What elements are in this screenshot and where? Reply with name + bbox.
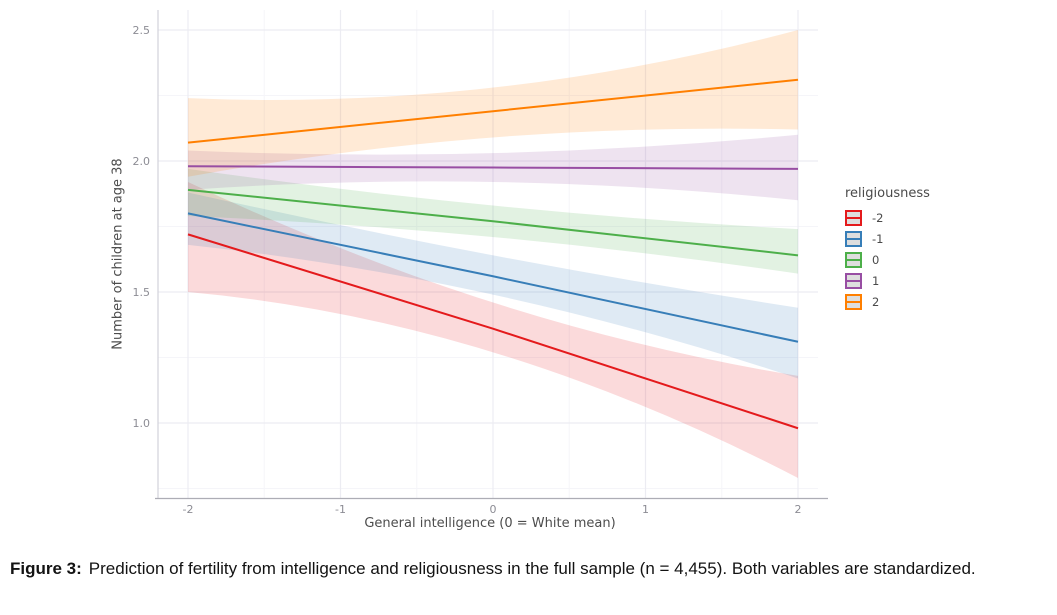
regression-line--2 bbox=[187, 233, 799, 430]
regression-line-0 bbox=[187, 188, 799, 257]
figure-3-chart: -2 -1 0 1 2 1.0 1.5 2.0 2.5 Number of children a… bbox=[110, 10, 930, 531]
y-tick-label: 1.0 bbox=[133, 417, 151, 430]
legend-label: 0 bbox=[872, 253, 880, 267]
legend-title: religiousness bbox=[845, 186, 930, 201]
legend-items: -2 -1 0 1 2 bbox=[845, 208, 930, 312]
x-tick-label: 1 bbox=[642, 503, 649, 516]
x-tick-label: -1 bbox=[335, 503, 346, 516]
legend-label: 2 bbox=[872, 295, 880, 309]
figure-caption: Figure 3: Prediction of fertility from in… bbox=[10, 555, 1048, 582]
legend-key-line bbox=[847, 217, 860, 219]
legend-key-icon bbox=[845, 231, 862, 247]
legend-key-icon bbox=[845, 210, 862, 226]
regression-line-1 bbox=[187, 165, 799, 170]
confidence-ribbon--1 bbox=[188, 192, 798, 379]
regression-line-2 bbox=[187, 78, 799, 144]
x-axis-title: General intelligence (0 = White mean) bbox=[364, 516, 616, 531]
confidence-ribbon-2 bbox=[188, 30, 798, 177]
legend-item-2: 2 bbox=[845, 292, 930, 312]
x-tick-label: 2 bbox=[795, 503, 802, 516]
legend-key-line bbox=[847, 259, 860, 261]
x-tick-label: -2 bbox=[183, 503, 194, 516]
y-tick-label: 2.5 bbox=[133, 24, 151, 37]
x-tick-label: 0 bbox=[490, 503, 497, 516]
regression-line--1 bbox=[187, 212, 799, 343]
legend-label: -2 bbox=[872, 211, 884, 225]
confidence-ribbon--2 bbox=[188, 181, 798, 479]
legend-item-1: 1 bbox=[845, 271, 930, 291]
caption-text: Prediction of fertility from intelligenc… bbox=[88, 559, 976, 578]
y-tick-label: 2.0 bbox=[133, 155, 151, 168]
legend-key-icon bbox=[845, 252, 862, 268]
legend-item-0: 0 bbox=[845, 250, 930, 270]
legend-label: 1 bbox=[872, 274, 880, 288]
legend-key-icon bbox=[845, 273, 862, 289]
legend-item--2: -2 bbox=[845, 208, 930, 228]
y-axis-title: Number of children at age 38 bbox=[110, 158, 126, 350]
legend-label: -1 bbox=[872, 232, 884, 246]
plot-svg: -2 -1 0 1 2 1.0 1.5 2.0 2.5 bbox=[133, 10, 828, 516]
legend-key-line bbox=[847, 238, 860, 240]
caption-label: Figure 3: bbox=[10, 559, 82, 578]
legend: religiousness -2 -1 0 1 2 bbox=[845, 186, 930, 313]
y-tick-label: 1.5 bbox=[133, 286, 151, 299]
legend-key-line bbox=[847, 301, 860, 303]
legend-item--1: -1 bbox=[845, 229, 930, 249]
legend-key-line bbox=[847, 280, 860, 282]
legend-key-icon bbox=[845, 294, 862, 310]
